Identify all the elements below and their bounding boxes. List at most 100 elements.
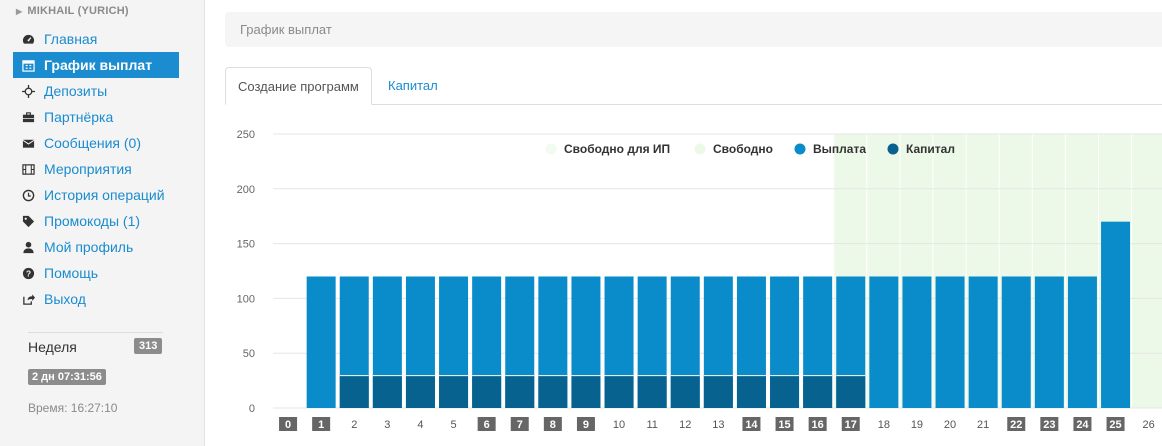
x-tick-badge xyxy=(1106,417,1125,431)
sidebar: ▶ MIKHAIL (YURICH) Главная График выплат Де… xyxy=(0,0,205,446)
sidebar-item-9[interactable]: ? Помощь xyxy=(13,260,179,286)
legend-marker xyxy=(887,143,899,155)
briefcase-icon xyxy=(21,110,36,125)
x-tick-badge xyxy=(312,417,331,431)
x-tick-badge xyxy=(576,417,595,431)
x-tick-label: 7 xyxy=(517,419,523,431)
capital-bar xyxy=(439,375,469,408)
legend-marker xyxy=(694,143,706,155)
week-number-badge: 313 xyxy=(134,338,163,354)
crosshair-icon xyxy=(21,84,36,99)
film-icon xyxy=(21,162,36,177)
sidebar-item-label: История операций xyxy=(44,187,165,203)
sidebar-item-0[interactable]: Главная xyxy=(13,26,179,52)
x-tick-label: 0 xyxy=(285,419,291,431)
payout-bar xyxy=(968,276,998,408)
sidebar-item-label: Мероприятия xyxy=(44,161,132,177)
capital-bar xyxy=(803,375,833,408)
payout-bar xyxy=(869,276,899,408)
x-tick-badge xyxy=(1007,417,1026,431)
breadcrumb: График выплат xyxy=(225,12,1162,47)
capital-bar xyxy=(604,375,634,408)
tab-program-creation[interactable]: Создание программ xyxy=(225,67,372,105)
server-time: Время: 16:27:10 xyxy=(28,401,118,415)
sidebar-item-10[interactable]: Выход xyxy=(13,286,179,312)
x-tick-label: 4 xyxy=(417,419,423,431)
x-tick-badge xyxy=(841,417,860,431)
x-tick-label: 22 xyxy=(1010,419,1022,431)
capital-bar xyxy=(571,375,601,408)
x-tick-badge xyxy=(510,417,529,431)
x-tick-label: 25 xyxy=(1109,419,1121,431)
payout-bar xyxy=(935,276,965,408)
dashboard-icon xyxy=(21,32,36,47)
calendar-icon xyxy=(21,58,36,73)
sidebar-item-4[interactable]: Сообщения (0) xyxy=(13,130,179,156)
capital-bar xyxy=(637,375,667,408)
sidebar-menu: Главная График выплат Депозиты Партнёрка Соо… xyxy=(13,26,179,312)
user-icon xyxy=(21,240,36,255)
sidebar-item-3[interactable]: Партнёрка xyxy=(13,104,179,130)
x-tick-label: 5 xyxy=(450,419,456,431)
sidebar-item-label: Сообщения (0) xyxy=(44,135,141,151)
x-tick-label: 13 xyxy=(712,419,724,431)
sidebar-item-1[interactable]: График выплат xyxy=(13,52,179,78)
capital-bar xyxy=(703,375,733,408)
x-tick-label: 10 xyxy=(613,419,625,431)
x-tick-label: 20 xyxy=(944,419,956,431)
capital-bar xyxy=(405,375,435,408)
x-tick-label: 3 xyxy=(384,419,390,431)
sidebar-item-8[interactable]: Мой профиль xyxy=(13,234,179,260)
question-icon: ? xyxy=(21,266,36,281)
legend-label: Капитал xyxy=(906,142,955,156)
free-bar xyxy=(1132,134,1162,408)
y-tick-label: 50 xyxy=(243,348,255,360)
x-tick-label: 6 xyxy=(484,419,490,431)
x-tick-label: 26 xyxy=(1143,419,1155,431)
capital-bar xyxy=(670,375,700,408)
sidebar-item-label: Выход xyxy=(44,291,86,307)
capital-bar xyxy=(339,375,369,408)
sidebar-item-label: Главная xyxy=(44,31,98,47)
sidebar-item-2[interactable]: Депозиты xyxy=(13,78,179,104)
sidebar-item-5[interactable]: Мероприятия xyxy=(13,156,179,182)
x-tick-label: 15 xyxy=(778,419,790,431)
clock-icon xyxy=(21,188,36,203)
x-tick-label: 24 xyxy=(1076,419,1089,431)
x-tick-label: 8 xyxy=(550,419,556,431)
share-icon xyxy=(21,292,36,307)
payout-bar xyxy=(1034,276,1064,408)
capital-bar xyxy=(472,375,502,408)
sidebar-item-label: Помощь xyxy=(44,265,99,281)
y-tick-label: 0 xyxy=(249,403,255,415)
x-tick-label: 11 xyxy=(646,419,657,431)
sidebar-item-7[interactable]: Промокоды (1) xyxy=(13,208,179,234)
x-tick-label: 2 xyxy=(351,419,357,431)
legend-label: Свободно xyxy=(713,142,773,156)
x-tick-badge xyxy=(775,417,794,431)
envelope-icon xyxy=(21,136,36,151)
x-tick-label: 1 xyxy=(318,419,324,431)
y-tick-label: 250 xyxy=(237,129,255,141)
tab-capital[interactable]: Капитал xyxy=(388,78,438,93)
payout-bar xyxy=(902,276,932,408)
sidebar-item-label: Промокоды (1) xyxy=(44,213,141,229)
x-tick-badge xyxy=(1040,417,1059,431)
x-tick-label: 14 xyxy=(745,419,758,431)
countdown-badge: 2 дн 07:31:56 xyxy=(28,369,106,385)
payout-bar xyxy=(306,276,336,408)
y-tick-label: 150 xyxy=(237,239,255,251)
user-name: MIKHAIL (YURICH) xyxy=(27,5,129,17)
breadcrumb-current: График выплат xyxy=(240,22,332,37)
y-tick-label: 200 xyxy=(237,184,255,196)
sidebar-item-label: Партнёрка xyxy=(44,109,114,125)
x-tick-label: 19 xyxy=(911,419,923,431)
user-menu[interactable]: ▶ MIKHAIL (YURICH) xyxy=(16,5,129,17)
legend-marker xyxy=(794,143,806,155)
legend-label: Свободно для ИП xyxy=(564,142,670,156)
x-tick-label: 16 xyxy=(812,419,824,431)
x-tick-label: 23 xyxy=(1043,419,1055,431)
x-tick-label: 12 xyxy=(679,419,691,431)
sidebar-item-6[interactable]: История операций xyxy=(13,182,179,208)
